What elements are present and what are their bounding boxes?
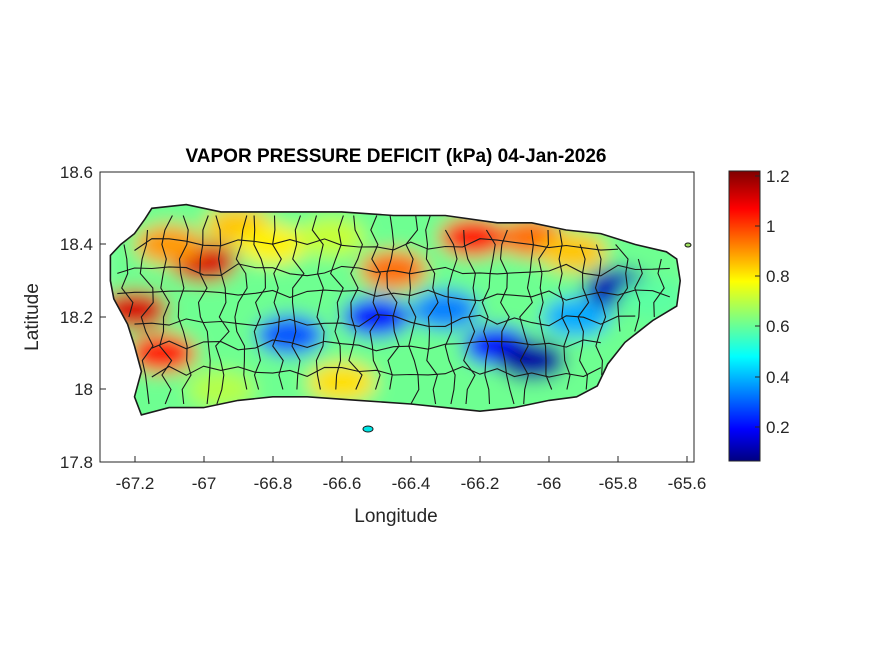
municipality-boundary <box>215 215 230 405</box>
field-blob <box>359 249 428 290</box>
municipality-boundary <box>519 229 534 405</box>
municipality-boundary <box>594 244 607 376</box>
municipality-boundary <box>348 215 363 390</box>
municipality-boundaries <box>117 215 670 405</box>
x-tick-label: -65.8 <box>599 474 638 493</box>
y-tick-label: 18 <box>74 380 93 399</box>
vpd-field <box>110 204 681 415</box>
colorbar-gradient <box>728 170 761 462</box>
municipality-boundary <box>481 229 496 405</box>
field-blob <box>539 231 608 272</box>
municipality-boundary <box>499 229 515 405</box>
x-tick-label: -66.8 <box>254 474 293 493</box>
municipality-boundary <box>615 244 629 332</box>
x-axis: -67.2 -67 -66.8 -66.6 -66.4 -66.2 -66 -6… <box>116 456 707 493</box>
field-blob <box>497 340 566 381</box>
municipality-boundary <box>151 339 601 352</box>
municipality-boundary <box>134 238 619 251</box>
colorbar-tick-label: 0.8 <box>766 267 790 286</box>
colorbar-tick-label: 0.6 <box>766 317 790 336</box>
municipality-boundary <box>253 215 266 390</box>
colorbar-tick-label: 1 <box>766 217 775 236</box>
x-tick-label: -66.4 <box>392 474 431 493</box>
colorbar: 1.2 1 0.8 0.6 0.4 0.2 <box>728 167 790 462</box>
municipality-boundary <box>634 258 643 332</box>
colorbar-tick-label: 1.2 <box>766 167 790 186</box>
y-tick-label: 18.2 <box>60 308 93 327</box>
field-blob <box>342 297 411 337</box>
municipality-boundary <box>425 215 439 405</box>
island-outline <box>109 203 682 416</box>
municipality-boundary <box>121 244 134 318</box>
x-axis-label: Longitude <box>354 506 437 527</box>
municipality-boundary <box>329 215 344 390</box>
municipality-boundary <box>369 215 381 390</box>
municipality-boundary <box>197 215 211 405</box>
x-tick-label: -66.2 <box>461 474 500 493</box>
y-tick-label: 18.4 <box>60 235 93 254</box>
municipality-boundary <box>117 289 670 302</box>
municipality-boundary <box>117 263 670 277</box>
y-axis-label: Latitude <box>22 283 43 351</box>
y-axis: 18.6 18.4 18.2 18 17.8 <box>60 163 106 472</box>
islet-caja-de-muertos <box>362 425 374 433</box>
field-blob <box>255 315 324 356</box>
municipality-boundary <box>151 365 602 378</box>
municipality-boundary <box>311 215 325 390</box>
municipality-boundary <box>558 229 571 390</box>
municipality-boundary <box>159 215 173 405</box>
x-tick-label: -65.6 <box>668 474 707 493</box>
municipality-boundary <box>234 215 248 390</box>
x-tick-label: -66 <box>537 474 562 493</box>
municipality-boundary <box>538 229 553 390</box>
field-blob <box>186 369 255 410</box>
islet-east <box>684 242 692 248</box>
chart-title: VAPOR PRESSURE DEFICIT (kPa) 04-Jan-2026 <box>186 146 607 167</box>
field-blob <box>307 362 376 403</box>
field-blob <box>135 224 204 265</box>
x-tick-label: -66.6 <box>323 474 362 493</box>
municipality-boundary <box>134 314 636 327</box>
colorbar-tick-label: 0.4 <box>766 368 790 387</box>
field-blob <box>297 217 366 258</box>
municipality-boundary <box>291 215 305 390</box>
municipality-boundary <box>405 215 420 405</box>
municipality-boundary <box>386 215 400 390</box>
colorbar-tick-label: 0.2 <box>766 418 790 437</box>
x-tick-label: -67.2 <box>116 474 155 493</box>
y-tick-label: 17.8 <box>60 453 93 472</box>
y-tick-label: 18.6 <box>60 163 93 182</box>
municipality-boundary <box>139 229 154 405</box>
x-tick-label: -67 <box>192 474 217 493</box>
municipality-boundary <box>444 229 458 405</box>
field-blob <box>411 289 480 330</box>
field-blob <box>128 333 197 374</box>
